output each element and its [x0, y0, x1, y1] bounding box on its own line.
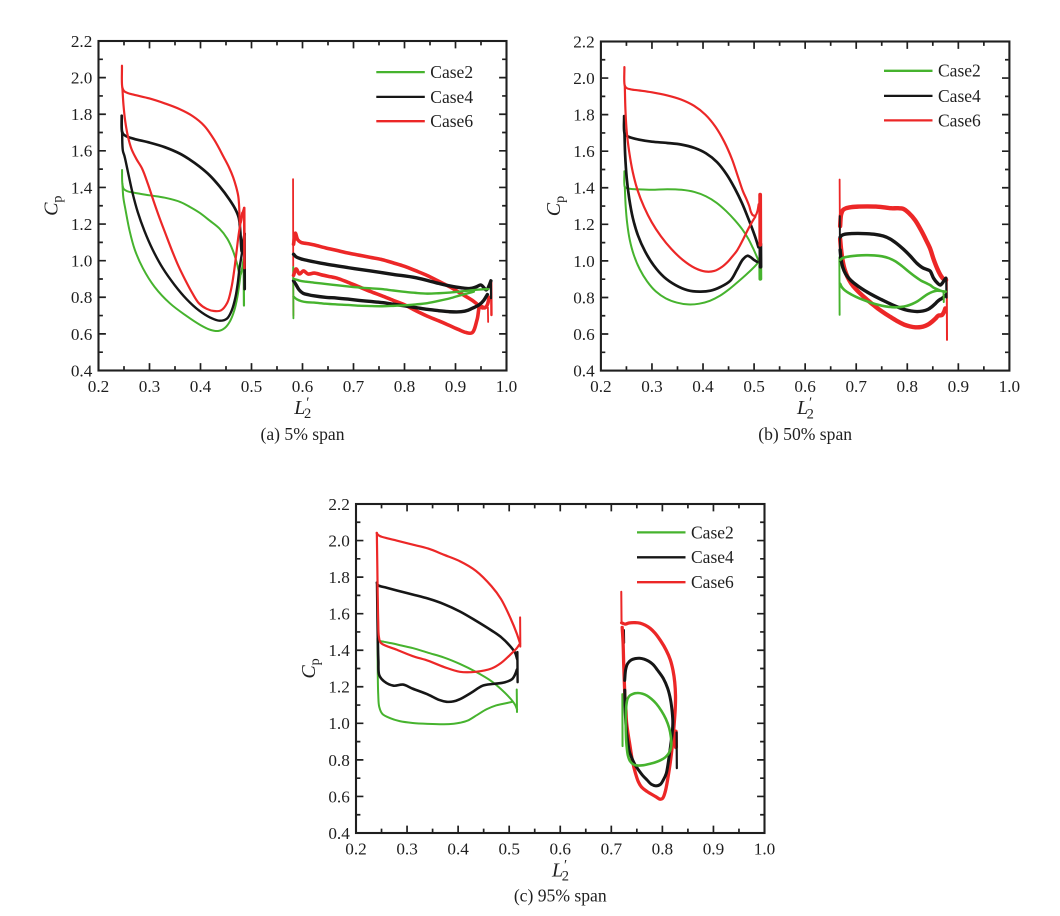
svg-text:0.6: 0.6	[550, 840, 572, 859]
svg-text:0.9: 0.9	[703, 840, 724, 859]
svg-text:0.7: 0.7	[601, 840, 623, 859]
svg-text:1.8: 1.8	[573, 106, 594, 125]
svg-text:1.6: 1.6	[328, 605, 350, 624]
svg-text:1.2: 1.2	[573, 215, 594, 234]
svg-text:L′2: L′ 2	[796, 395, 814, 422]
svg-text:0.8: 0.8	[71, 288, 92, 307]
svg-text:Case6: Case6	[691, 572, 734, 592]
svg-text:0.6: 0.6	[794, 377, 816, 396]
svg-text:0.2: 0.2	[88, 377, 109, 396]
svg-text:0.4: 0.4	[190, 377, 212, 396]
svg-text:(a) 5% span: (a) 5% span	[260, 424, 344, 444]
svg-text:0.5: 0.5	[743, 377, 764, 396]
svg-text:Case2: Case2	[938, 61, 981, 81]
svg-text:Case6: Case6	[938, 110, 981, 130]
svg-text:Case4: Case4	[430, 87, 473, 107]
svg-text:Case4: Case4	[938, 86, 981, 106]
svg-text:0.9: 0.9	[445, 377, 466, 396]
svg-text:0.8: 0.8	[652, 840, 673, 859]
svg-text:1.2: 1.2	[328, 678, 349, 697]
svg-text:0.4: 0.4	[692, 377, 714, 396]
svg-text:0.7: 0.7	[343, 377, 365, 396]
svg-text:2.2: 2.2	[71, 32, 92, 51]
svg-text:0.4: 0.4	[573, 362, 595, 381]
svg-text:0.4: 0.4	[447, 840, 469, 859]
svg-text:1.4: 1.4	[573, 179, 595, 198]
svg-text:(b) 50% span: (b) 50% span	[758, 424, 852, 444]
svg-text:1.6: 1.6	[573, 142, 595, 161]
svg-text:Case6: Case6	[430, 111, 473, 131]
svg-text:2.2: 2.2	[573, 32, 594, 51]
svg-text:0.3: 0.3	[139, 377, 160, 396]
svg-text:1.0: 1.0	[999, 377, 1020, 396]
svg-text:L′2: L′ 2	[293, 395, 311, 422]
svg-text:0.2: 0.2	[590, 377, 611, 396]
svg-text:0.6: 0.6	[573, 325, 595, 344]
svg-text:1.0: 1.0	[496, 377, 517, 396]
svg-text:1.0: 1.0	[71, 252, 92, 271]
svg-text:1.4: 1.4	[71, 178, 93, 197]
svg-text:Case2: Case2	[430, 62, 473, 82]
svg-text:2.0: 2.0	[573, 69, 594, 88]
svg-text:2.2: 2.2	[328, 495, 349, 514]
svg-text:L′2: L′ 2	[551, 858, 569, 885]
svg-text:2.0: 2.0	[71, 69, 92, 88]
svg-text:0.6: 0.6	[292, 377, 314, 396]
svg-text:0.8: 0.8	[897, 377, 918, 396]
svg-text:0.5: 0.5	[498, 840, 519, 859]
svg-text:1.0: 1.0	[328, 714, 349, 733]
svg-text:1.4: 1.4	[328, 641, 350, 660]
svg-text:0.4: 0.4	[328, 824, 350, 843]
svg-text:0.7: 0.7	[845, 377, 867, 396]
svg-text:0.9: 0.9	[948, 377, 969, 396]
svg-text:0.5: 0.5	[241, 377, 262, 396]
svg-text:0.6: 0.6	[71, 325, 93, 344]
svg-text:Case2: Case2	[691, 522, 734, 542]
svg-text:2.0: 2.0	[328, 531, 349, 550]
svg-text:(c) 95% span: (c) 95% span	[514, 886, 607, 906]
svg-text:0.2: 0.2	[345, 840, 366, 859]
svg-text:Case4: Case4	[691, 547, 734, 567]
svg-text:0.3: 0.3	[396, 840, 417, 859]
svg-text:0.8: 0.8	[328, 751, 349, 770]
svg-text:1.0: 1.0	[573, 252, 594, 271]
svg-text:0.8: 0.8	[573, 288, 594, 307]
svg-text:0.4: 0.4	[71, 361, 93, 380]
svg-text:0.3: 0.3	[641, 377, 662, 396]
svg-text:1.8: 1.8	[71, 105, 92, 124]
svg-text:1.6: 1.6	[71, 142, 93, 161]
svg-text:0.6: 0.6	[328, 787, 350, 806]
svg-text:1.2: 1.2	[71, 215, 92, 234]
svg-text:1.0: 1.0	[754, 840, 775, 859]
svg-text:1.8: 1.8	[328, 568, 349, 587]
svg-text:0.8: 0.8	[394, 377, 415, 396]
